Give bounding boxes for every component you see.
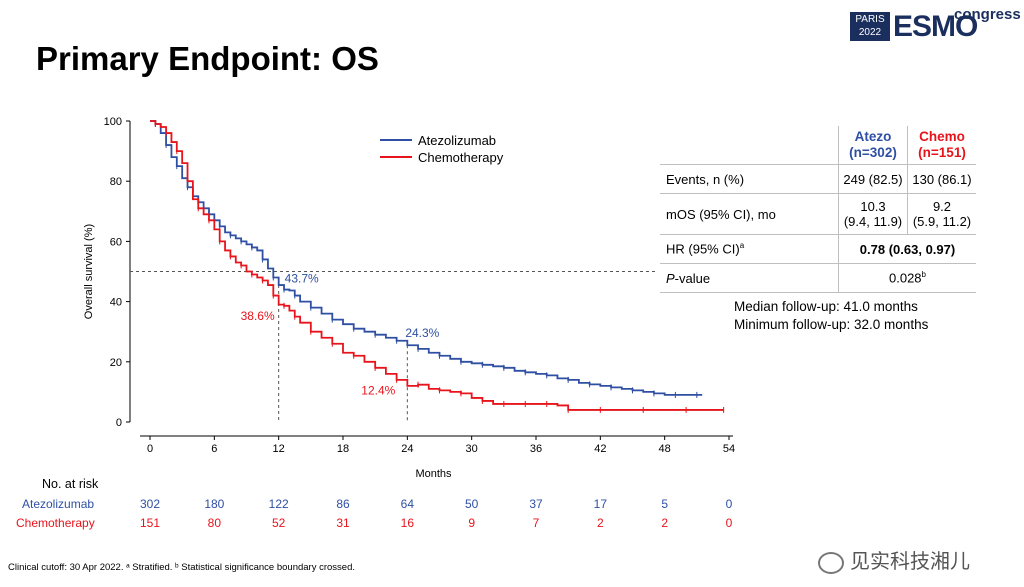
risk-value: 180 bbox=[204, 497, 225, 511]
risk-value: 16 bbox=[400, 516, 414, 530]
summary-table-header: Atezo (n=302) Chemo (n=151) bbox=[660, 126, 976, 165]
y-tick-label: 0 bbox=[116, 417, 122, 429]
footnote: Clinical cutoff: 30 Apr 2022. ᵃ Stratifi… bbox=[8, 562, 356, 573]
y-axis-title: Overall survival (%) bbox=[83, 224, 95, 319]
risk-value: 80 bbox=[207, 516, 221, 530]
km-curve-atezolizumab bbox=[150, 120, 703, 396]
legend-label: Chemotherapy bbox=[418, 150, 504, 165]
x-tick-label: 18 bbox=[337, 443, 349, 455]
x-tick-label: 24 bbox=[401, 443, 413, 455]
y-tick-label: 100 bbox=[104, 116, 122, 128]
esmo-logo: PARIS 2022 ESMO congress bbox=[850, 6, 1021, 46]
risk-value: 17 bbox=[593, 497, 607, 511]
header-atezo: Atezo (n=302) bbox=[838, 126, 908, 165]
annotation-label: 12.4% bbox=[361, 384, 395, 398]
x-axis-title: Months bbox=[415, 468, 452, 480]
x-tick-label: 12 bbox=[273, 443, 285, 455]
risk-value: 2 bbox=[661, 516, 668, 530]
chart-legend: Atezolizumab Chemotherapy bbox=[380, 133, 504, 165]
risk-value: 122 bbox=[268, 497, 289, 511]
y-tick-label: 40 bbox=[110, 297, 122, 309]
y-tick-label: 60 bbox=[110, 236, 122, 248]
risk-value: 9 bbox=[468, 516, 475, 530]
y-tick-label: 80 bbox=[110, 176, 122, 188]
x-tick-label: 54 bbox=[723, 443, 735, 455]
chart-annotations: 43.7% 38.6% 24.3% 12.4% bbox=[241, 271, 440, 397]
risk-value: 302 bbox=[139, 497, 161, 511]
median-followup: Median follow-up: 41.0 months bbox=[734, 299, 918, 314]
risk-value: 0 bbox=[725, 497, 733, 511]
logo-year: 2022 bbox=[858, 27, 882, 38]
risk-value: 2 bbox=[596, 516, 604, 530]
x-tick-label: 0 bbox=[147, 443, 153, 455]
risk-label-chemo: Chemotherapy bbox=[16, 516, 95, 530]
row-hr: HR (95% CI)a 0.78 (0.63, 0.97) bbox=[660, 234, 976, 264]
risk-value: 0 bbox=[725, 516, 733, 530]
y-tick-label: 20 bbox=[110, 357, 122, 369]
logo-city-badge: PARIS 2022 bbox=[850, 12, 890, 41]
risk-value: 7 bbox=[532, 516, 540, 530]
risk-value: 52 bbox=[271, 516, 286, 530]
x-tick-label: 48 bbox=[659, 443, 671, 455]
watermark: 见实科技湘儿 bbox=[818, 545, 970, 574]
row-mos: mOS (95% CI), mo 10.3 (9.4, 11.9) 9.2 (5… bbox=[660, 193, 976, 235]
logo-suffix: congress bbox=[954, 6, 1021, 23]
risk-value: 86 bbox=[336, 497, 350, 511]
x-tick-label: 36 bbox=[530, 443, 542, 455]
slide-title: Primary Endpoint: OS bbox=[36, 40, 379, 77]
logo-city: PARIS bbox=[855, 14, 885, 25]
risk-value: 37 bbox=[529, 497, 543, 511]
x-tick-label: 30 bbox=[466, 443, 478, 455]
weibo-icon bbox=[818, 551, 844, 574]
risk-value: 50 bbox=[464, 497, 479, 511]
followup-text: Median follow-up: 41.0 months Minimum fo… bbox=[734, 298, 928, 334]
risk-value: 5 bbox=[661, 497, 668, 511]
risk-value: 31 bbox=[336, 516, 350, 530]
logo-brand: ESMO bbox=[893, 10, 978, 43]
x-tick-label: 42 bbox=[594, 443, 606, 455]
legend-label: Atezolizumab bbox=[418, 133, 496, 148]
risk-table-title: No. at risk bbox=[42, 477, 99, 491]
summary-table: Atezo (n=302) Chemo (n=151) Events, n (%… bbox=[660, 126, 976, 293]
risk-value: 64 bbox=[400, 497, 414, 511]
km-curve-chemotherapy bbox=[150, 120, 724, 411]
x-tick-label: 6 bbox=[211, 443, 217, 455]
risk-value: 151 bbox=[139, 516, 161, 530]
annotation-label: 43.7% bbox=[285, 271, 319, 285]
chart-axes: 0 20 40 60 80 100 0 6 12 18 24 30 36 42 48 54 Months Over… bbox=[83, 116, 735, 480]
annotation-label: 24.3% bbox=[405, 326, 439, 340]
header-chemo: Chemo (n=151) bbox=[907, 126, 976, 165]
row-events: Events, n (%) 249 (82.5) 130 (86.1) bbox=[660, 164, 976, 194]
risk-label-atezo: Atezolizumab bbox=[22, 497, 95, 511]
minimum-followup: Minimum follow-up: 32.0 months bbox=[734, 317, 929, 332]
annotation-label: 38.6% bbox=[241, 309, 275, 323]
chart-curves bbox=[150, 120, 725, 413]
row-pvalue: P-value 0.028b bbox=[660, 263, 976, 293]
